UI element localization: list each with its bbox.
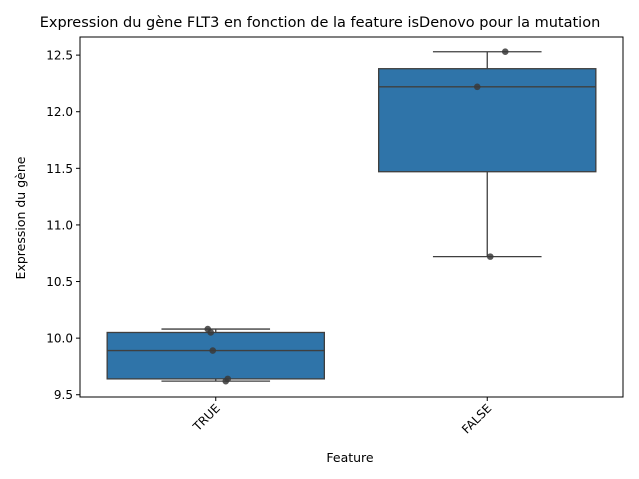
box-body	[377, 68, 597, 173]
data-point	[473, 83, 481, 91]
y-tick-label: 9.5	[54, 388, 73, 402]
data-point	[222, 377, 230, 385]
data-point	[486, 253, 494, 260]
box-body	[106, 331, 325, 380]
x-tick-label: TRUE	[190, 401, 223, 434]
x-tick-label: FALSE	[459, 401, 494, 436]
y-tick-label: 11.5	[46, 162, 73, 176]
data-point	[209, 347, 217, 354]
box-false	[377, 48, 597, 260]
y-axis-label: Expression du gène	[13, 156, 28, 279]
data-point	[501, 48, 509, 56]
data-point	[207, 329, 215, 336]
box-true	[106, 325, 325, 385]
y-tick-label: 10.5	[46, 275, 73, 289]
chart-title: Expression du gène FLT3 en fonction de l…	[40, 15, 601, 31]
y-tick-label: 12.0	[46, 105, 73, 119]
x-axis-label: Feature	[326, 450, 374, 465]
plot-area: 9.5 10.0 10.5 11.0 11.5 12.0 12.5 TRUE FALSE	[46, 36, 624, 437]
axes-frame	[79, 36, 624, 398]
y-tick-label: 12.5	[46, 49, 73, 63]
y-tick-label: 10.0	[46, 332, 73, 346]
y-tick-label: 11.0	[46, 218, 73, 232]
